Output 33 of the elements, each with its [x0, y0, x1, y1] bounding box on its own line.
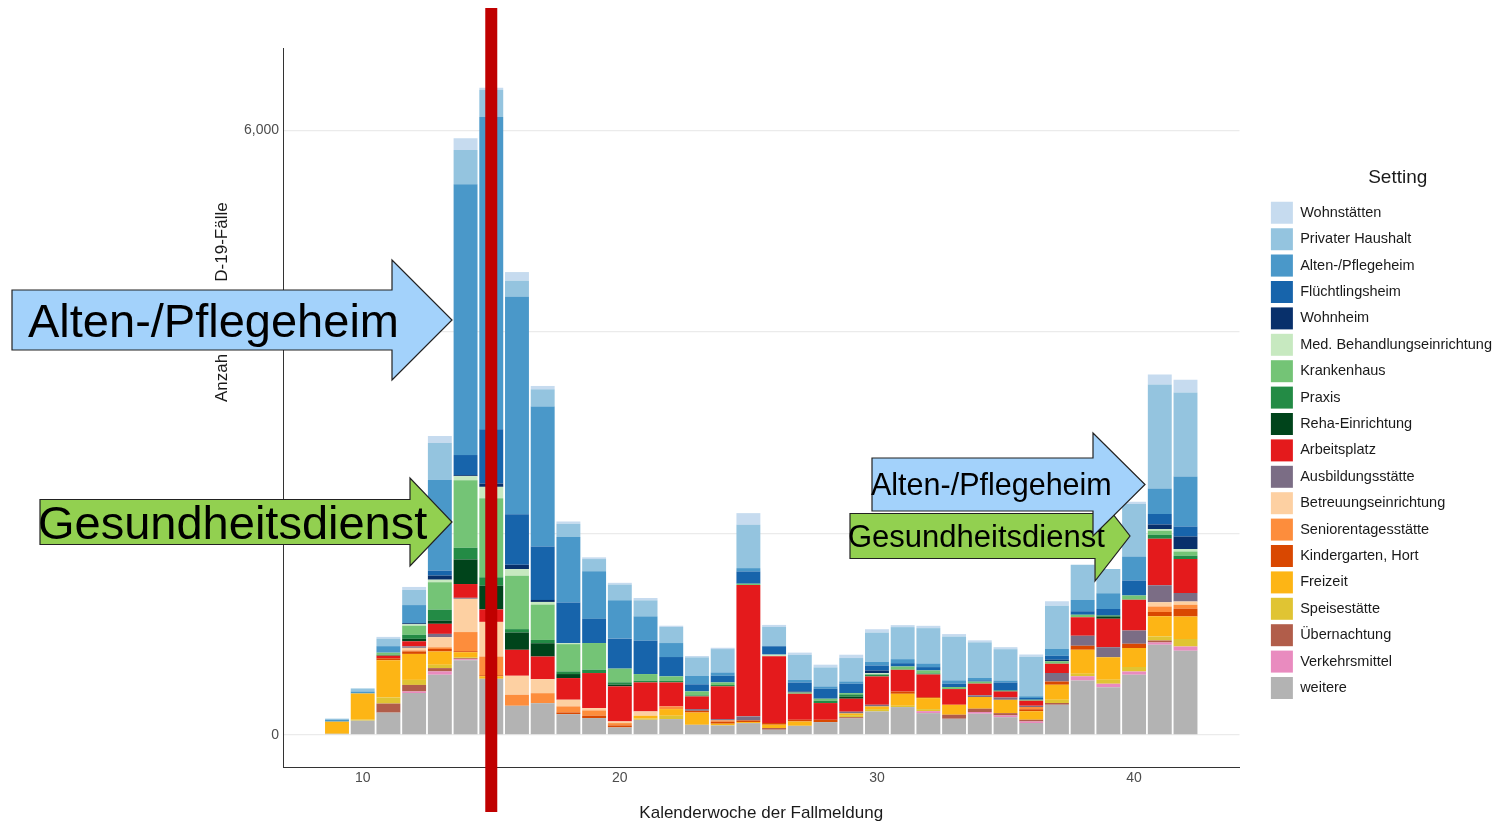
legend-label: Speisestätte: [1300, 599, 1380, 616]
annotation: Gesundheitsdienst: [38, 495, 428, 549]
legend-label: Übernachtung: [1300, 625, 1392, 643]
annotation: Gesundheitsdienst: [848, 518, 1105, 554]
legend-label: Wohnstätten: [1300, 203, 1382, 220]
annotation: Alten-/Pflegeheim: [871, 466, 1112, 501]
legend-label: weitere: [1299, 679, 1347, 695]
x-tick-label: 40: [1126, 769, 1143, 786]
y-axis-title: D-19-Fälle: [211, 202, 231, 282]
y-tick-label: 0: [271, 725, 280, 742]
legend-label: Kindergarten, Hort: [1300, 547, 1419, 563]
legend-label: Flüchtlingsheim: [1300, 283, 1401, 299]
legend-label: Ausbildungsstätte: [1300, 467, 1415, 484]
legend-label: Reha-Einrichtung: [1300, 415, 1413, 431]
legend-label: Wohnheim: [1300, 309, 1370, 326]
legend-label: Privater Haushalt: [1300, 230, 1412, 247]
text: Anzah: [211, 353, 231, 403]
x-tick-label: 20: [612, 769, 628, 786]
legend-label: Freizeit: [1300, 573, 1348, 590]
x-tick-label: 30: [869, 769, 885, 786]
legend-label: Arbeitsplatz: [1300, 441, 1376, 458]
legend-label: Seniorentagesstätte: [1300, 520, 1430, 537]
legend-title: Setting: [1368, 166, 1428, 188]
legend-label: Praxis: [1300, 388, 1341, 405]
legend-label: Betreuungseinrichtung: [1300, 494, 1446, 511]
legend-label: Med. Behandlungseinrichtung: [1300, 335, 1492, 352]
legend-label: Verkehrsmittel: [1300, 652, 1393, 669]
x-axis-title: Kalenderwoche der Fallmeldung: [639, 803, 884, 823]
x-tick-label: 10: [354, 769, 371, 786]
legend-label: Alten-/Pflegeheim: [1300, 256, 1415, 273]
annotation: Alten-/Pflegeheim: [28, 293, 399, 347]
legend-label: Krankenhaus: [1300, 362, 1386, 379]
y-tick-label: 6,000: [243, 121, 280, 138]
